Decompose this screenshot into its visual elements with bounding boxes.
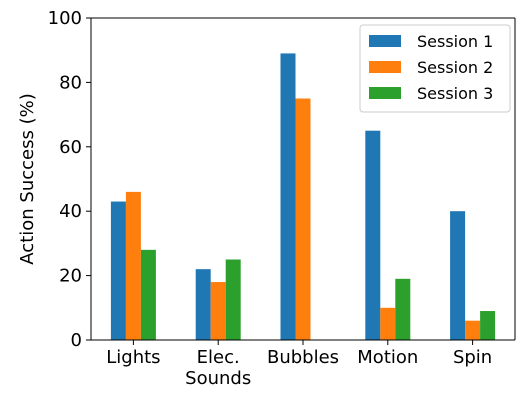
y-tick-label: 100 — [48, 8, 82, 29]
y-tick-label: 60 — [59, 137, 82, 158]
legend-label: Session 3 — [417, 84, 493, 103]
x-tick-label: Elec. — [197, 347, 240, 368]
x-tick-label: Lights — [106, 347, 160, 368]
legend-label: Session 1 — [417, 32, 493, 51]
x-tick-label: Bubbles — [267, 347, 339, 368]
legend-label: Session 2 — [417, 58, 493, 77]
bar-2-3 — [295, 98, 311, 340]
y-tick-label: 0 — [71, 330, 82, 351]
bar-2-4 — [380, 307, 396, 340]
bar-2-5 — [465, 320, 481, 340]
bar-1-4 — [365, 130, 381, 340]
y-tick-label: 80 — [59, 72, 82, 93]
y-axis-label: Action Success (%) — [17, 93, 38, 264]
legend-swatch — [369, 61, 401, 73]
bar-1-1 — [110, 201, 126, 340]
x-tick-label: Sounds — [185, 368, 251, 389]
legend-swatch — [369, 35, 401, 47]
legend: Session 1 Session 2 Session 3 — [359, 24, 511, 113]
x-tick-label: Spin — [453, 347, 492, 368]
legend-swatch — [369, 87, 401, 99]
y-tick-label: 40 — [59, 201, 82, 222]
bar-1-5 — [450, 211, 466, 340]
bars-layer — [110, 53, 496, 341]
axes-layer: 0 20 40 60 80 100 Lights Elec.Sounds Bubbles Moti… — [48, 8, 516, 389]
bar-1-3 — [280, 53, 296, 341]
y-tick-label: 20 — [59, 266, 82, 287]
bar-3-4 — [395, 278, 411, 340]
bar-3-5 — [480, 311, 496, 340]
bar-2-1 — [125, 191, 141, 340]
bar-3-2 — [225, 259, 241, 340]
x-tick-label: Motion — [357, 347, 418, 368]
bar-2-2 — [210, 282, 226, 340]
bar-3-1 — [140, 249, 156, 340]
bar-1-2 — [195, 269, 211, 340]
